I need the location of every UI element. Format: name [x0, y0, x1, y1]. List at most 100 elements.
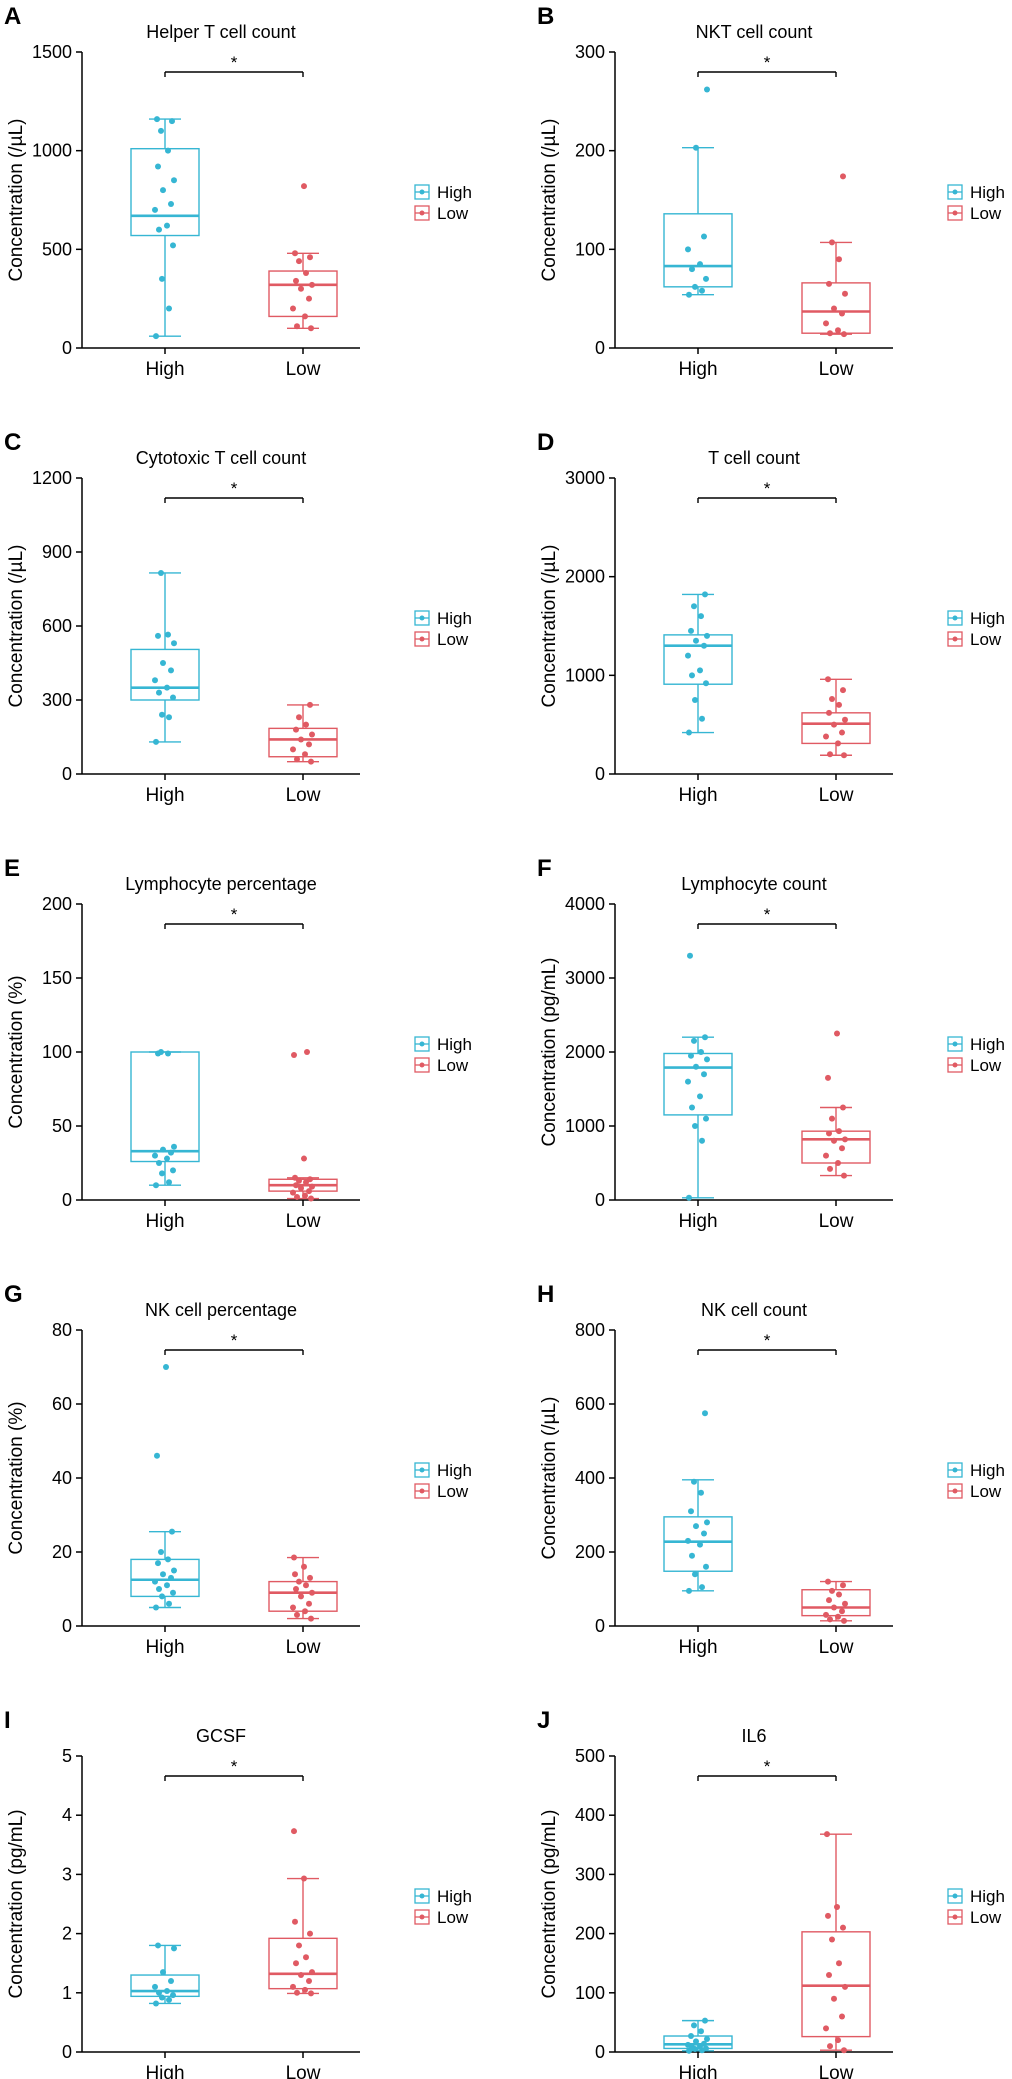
- box: [268, 1937, 338, 1990]
- data-point: [698, 2028, 704, 2035]
- data-point: [290, 1983, 296, 1990]
- y-tick-label: 0: [595, 1190, 605, 1210]
- data-point: [831, 305, 837, 312]
- y-tick-label: 0: [62, 1190, 72, 1210]
- data-point: [686, 291, 692, 298]
- x-tick-label: Low: [819, 1637, 854, 1658]
- box: [663, 1516, 733, 1572]
- data-point: [169, 1528, 175, 1535]
- data-point: [308, 1990, 314, 1997]
- data-point: [153, 738, 159, 745]
- data-point: [840, 173, 846, 180]
- y-tick-label: 1000: [565, 665, 605, 685]
- data-point: [827, 1165, 833, 1172]
- data-point: [290, 305, 296, 312]
- data-point: [156, 1989, 162, 1996]
- significance-label: *: [764, 479, 771, 498]
- data-point: [294, 1989, 300, 1996]
- chart-title: NK cell percentage: [145, 1300, 297, 1320]
- data-point: [835, 2037, 841, 2044]
- data-point: [153, 2000, 159, 2007]
- data-point: [306, 295, 312, 302]
- data-point: [691, 603, 697, 610]
- data-point: [688, 2033, 694, 2040]
- data-point: [686, 729, 692, 736]
- data-point: [171, 640, 177, 647]
- legend-label-low: Low: [970, 1908, 1002, 1927]
- y-tick-label: 20: [52, 1542, 72, 1562]
- legend-key-dot: [952, 210, 958, 216]
- data-point: [153, 1604, 159, 1611]
- x-tick-label: Low: [286, 1637, 321, 1658]
- significance-label: *: [764, 53, 771, 72]
- data-point: [704, 1519, 710, 1526]
- data-point: [170, 242, 176, 249]
- y-tick-label: 200: [575, 1542, 605, 1562]
- data-point: [156, 1586, 162, 1592]
- y-tick-label: 500: [42, 239, 72, 259]
- legend-key-dot: [952, 1893, 958, 1899]
- y-tick-label: 2000: [565, 1042, 605, 1062]
- data-point: [154, 1452, 160, 1459]
- series-high: [130, 1364, 200, 1611]
- data-point: [307, 254, 313, 261]
- panel-label: F: [537, 855, 552, 882]
- data-point: [699, 287, 705, 294]
- data-point: [686, 1194, 692, 1201]
- data-point: [164, 684, 170, 691]
- legend-label-high: High: [970, 1461, 1005, 1480]
- chart-title: NKT cell count: [696, 22, 813, 42]
- y-tick-label: 400: [575, 1468, 605, 1488]
- significance-label: *: [231, 479, 238, 498]
- y-tick-label: 2000: [565, 567, 605, 587]
- y-tick-label: 60: [52, 1394, 72, 1414]
- data-point: [704, 2035, 710, 2042]
- data-point: [156, 1160, 162, 1166]
- legend-key-dot: [952, 1041, 958, 1047]
- legend-label-high: High: [437, 609, 472, 628]
- data-point: [298, 1593, 304, 1600]
- series-high: [130, 116, 200, 340]
- panel-c: C Cytotoxic T cell count 0 300 600 900 1200 Con…: [4, 429, 472, 806]
- data-point: [159, 275, 165, 282]
- y-axis-label: Concentration (/µL): [6, 544, 27, 707]
- x-tick-label: Low: [819, 2063, 854, 2079]
- data-point: [836, 1128, 842, 1135]
- data-point: [685, 246, 691, 253]
- y-tick-label: 1500: [32, 42, 72, 62]
- data-point: [698, 1049, 704, 1055]
- y-tick-label: 400: [575, 1805, 605, 1825]
- y-tick-label: 150: [42, 968, 72, 988]
- data-point: [152, 1152, 158, 1159]
- data-point: [291, 1828, 297, 1835]
- y-tick-label: 900: [42, 542, 72, 562]
- data-point: [829, 1115, 835, 1122]
- legend-key-dot: [952, 1062, 958, 1068]
- data-point: [693, 1523, 699, 1530]
- data-point: [309, 1969, 315, 1976]
- data-point: [166, 1179, 172, 1186]
- x-tick-label: High: [145, 785, 184, 806]
- data-point: [826, 709, 832, 716]
- data-point: [303, 1954, 309, 1961]
- box: [663, 634, 733, 685]
- data-point: [697, 261, 703, 268]
- data-point: [839, 1145, 845, 1152]
- data-point: [307, 1930, 313, 1937]
- chart-title: NK cell count: [701, 1300, 807, 1320]
- data-point: [839, 310, 845, 317]
- y-tick-label: 80: [52, 1320, 72, 1340]
- data-point: [301, 183, 307, 190]
- data-point: [840, 687, 846, 694]
- chart-title: Lymphocyte percentage: [125, 874, 316, 894]
- data-point: [168, 1977, 174, 1984]
- legend-label-high: High: [437, 183, 472, 202]
- data-point: [698, 613, 704, 620]
- data-point: [296, 714, 302, 721]
- panel-label: B: [537, 3, 554, 30]
- x-tick-label: High: [678, 359, 717, 380]
- data-point: [697, 1093, 703, 1100]
- chart-title: Lymphocyte count: [681, 874, 826, 894]
- y-tick-label: 0: [595, 1616, 605, 1636]
- data-point: [302, 751, 308, 758]
